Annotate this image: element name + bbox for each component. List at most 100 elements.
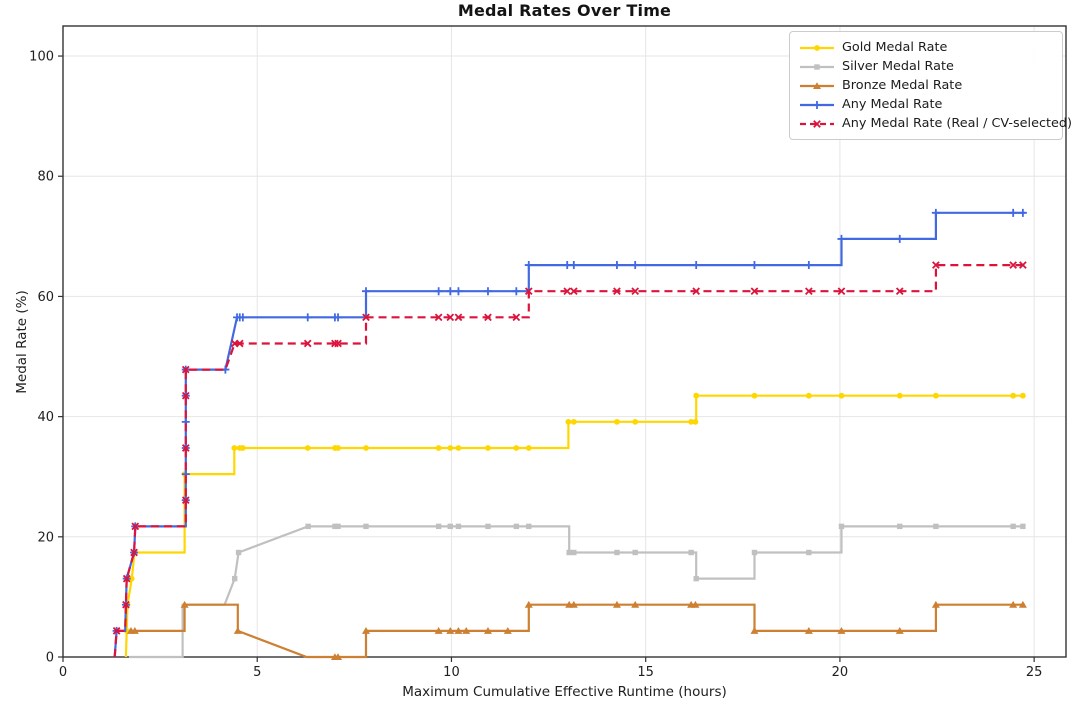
data-point-marker (1009, 600, 1018, 608)
data-point-marker (485, 523, 491, 530)
data-point-marker (363, 445, 369, 451)
data-point-marker (805, 287, 813, 296)
data-point-marker (688, 418, 695, 425)
y-tick-label: 60 (37, 290, 54, 305)
x-tick-label: 15 (637, 665, 654, 680)
data-point-marker (455, 445, 462, 451)
data-point-marker (1010, 523, 1016, 530)
data-point-marker (1009, 208, 1018, 217)
legend-line-sample (800, 100, 834, 109)
data-point-marker (838, 392, 845, 399)
data-point-marker (750, 287, 759, 296)
series-line-silver-medal-rate (129, 525, 1025, 659)
y-tick-label: 20 (37, 530, 54, 545)
data-point-marker (813, 100, 821, 109)
legend-label: Any Medal Rate (842, 97, 943, 112)
data-point-marker (334, 313, 343, 322)
data-point-marker (454, 627, 463, 634)
data-point-marker (233, 627, 242, 634)
legend-label: Any Medal Rate (Real / CV-selected) (842, 116, 1073, 131)
data-point-marker (692, 418, 699, 425)
data-point-marker (693, 575, 699, 582)
data-point-marker (303, 339, 312, 348)
data-point-marker (1018, 600, 1027, 608)
data-point-marker (814, 44, 820, 51)
data-point-marker (896, 392, 903, 399)
data-point-marker (932, 392, 939, 399)
legend: Gold Medal Rate Silver Medal Rate Bronze M… (789, 31, 1072, 140)
data-point-marker (837, 287, 846, 296)
legend-item: Silver Medal Rate (799, 57, 1053, 76)
legend-label: Silver Medal Rate (842, 59, 954, 74)
data-point-marker (361, 287, 370, 296)
data-point-marker (122, 574, 131, 583)
data-point-marker (1019, 261, 1027, 269)
x-tick-label: 20 (832, 665, 849, 680)
y-tick-label: 40 (37, 410, 54, 425)
chart-title: Medal Rates Over Time (457, 1, 672, 20)
series-line-any-medal-rate-real-cv-selected- (113, 264, 1025, 658)
data-point-marker (565, 418, 572, 425)
data-point-marker (569, 600, 578, 608)
data-point-marker (122, 600, 130, 609)
data-point-marker (612, 261, 621, 270)
data-point-marker (513, 445, 520, 451)
data-point-marker (805, 392, 812, 399)
legend-line-sample (800, 44, 834, 51)
data-point-marker (837, 234, 846, 243)
series-line-any-medal-rate (113, 211, 1025, 658)
data-point-marker (895, 627, 904, 634)
data-point-marker (631, 600, 640, 608)
data-point-marker (571, 549, 577, 556)
data-point-marker (895, 234, 904, 243)
data-point-marker (838, 523, 845, 530)
data-point-marker (435, 445, 442, 451)
data-point-marker (614, 418, 620, 425)
data-point-marker (837, 627, 846, 634)
data-point-marker (612, 600, 621, 608)
data-point-marker (513, 523, 520, 530)
data-point-marker (1020, 523, 1026, 530)
data-point-marker (485, 445, 491, 451)
data-point-marker (688, 549, 694, 556)
legend-item: Any Medal Rate (799, 95, 1053, 114)
data-point-marker (454, 313, 463, 322)
data-point-marker (524, 600, 533, 608)
data-point-marker (231, 575, 238, 582)
data-point-marker (112, 627, 121, 635)
data-point-marker (750, 627, 759, 634)
data-point-marker (181, 444, 190, 452)
x-tick-label: 25 (1026, 665, 1043, 680)
data-point-marker (446, 627, 455, 634)
data-point-marker (434, 313, 443, 322)
data-point-marker (692, 287, 701, 296)
data-point-marker (693, 392, 700, 399)
data-point-marker (235, 339, 244, 348)
legend-item: Gold Medal Rate (799, 38, 1053, 57)
series-line-gold-medal-rate (124, 394, 1025, 658)
data-point-marker (570, 418, 577, 425)
data-point-marker (931, 600, 940, 608)
data-point-marker (524, 261, 533, 270)
legend-line-sample (800, 63, 834, 70)
legend-item: Bronze Medal Rate (799, 76, 1053, 95)
data-point-marker (631, 287, 640, 296)
data-point-marker (692, 261, 701, 270)
data-point-marker (305, 523, 311, 530)
data-point-marker (447, 523, 453, 530)
data-point-marker (1019, 392, 1026, 399)
y-tick-label: 100 (29, 50, 54, 65)
data-point-marker (483, 287, 492, 296)
data-point-marker (1009, 261, 1018, 269)
data-point-marker (691, 600, 700, 608)
data-point-marker (632, 418, 639, 425)
data-point-marker (446, 313, 455, 322)
series-line-bronze-medal-rate (129, 603, 1025, 659)
data-point-marker (569, 261, 578, 270)
y-axis-label: Medal Rate (%) (14, 290, 30, 394)
data-point-marker (303, 313, 312, 322)
data-point-marker (897, 523, 903, 530)
data-point-marker (454, 287, 463, 296)
y-tick-label: 80 (37, 170, 54, 185)
